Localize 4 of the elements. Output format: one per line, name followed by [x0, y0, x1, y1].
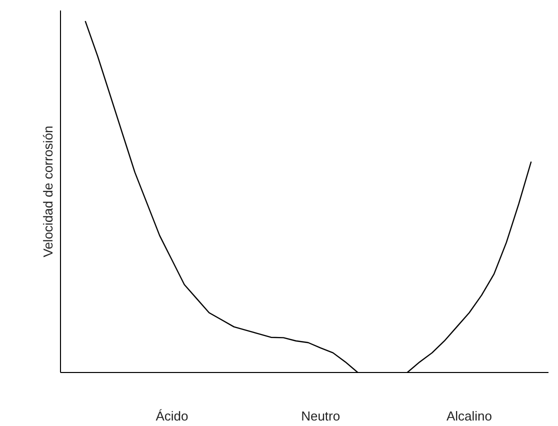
y-axis-title: Velocidad de corrosión — [40, 126, 56, 258]
x-tick-label: Alcalino — [446, 408, 492, 424]
x-tick-label: Ácido — [156, 408, 188, 424]
x-tick-label: Neutro — [301, 408, 340, 424]
